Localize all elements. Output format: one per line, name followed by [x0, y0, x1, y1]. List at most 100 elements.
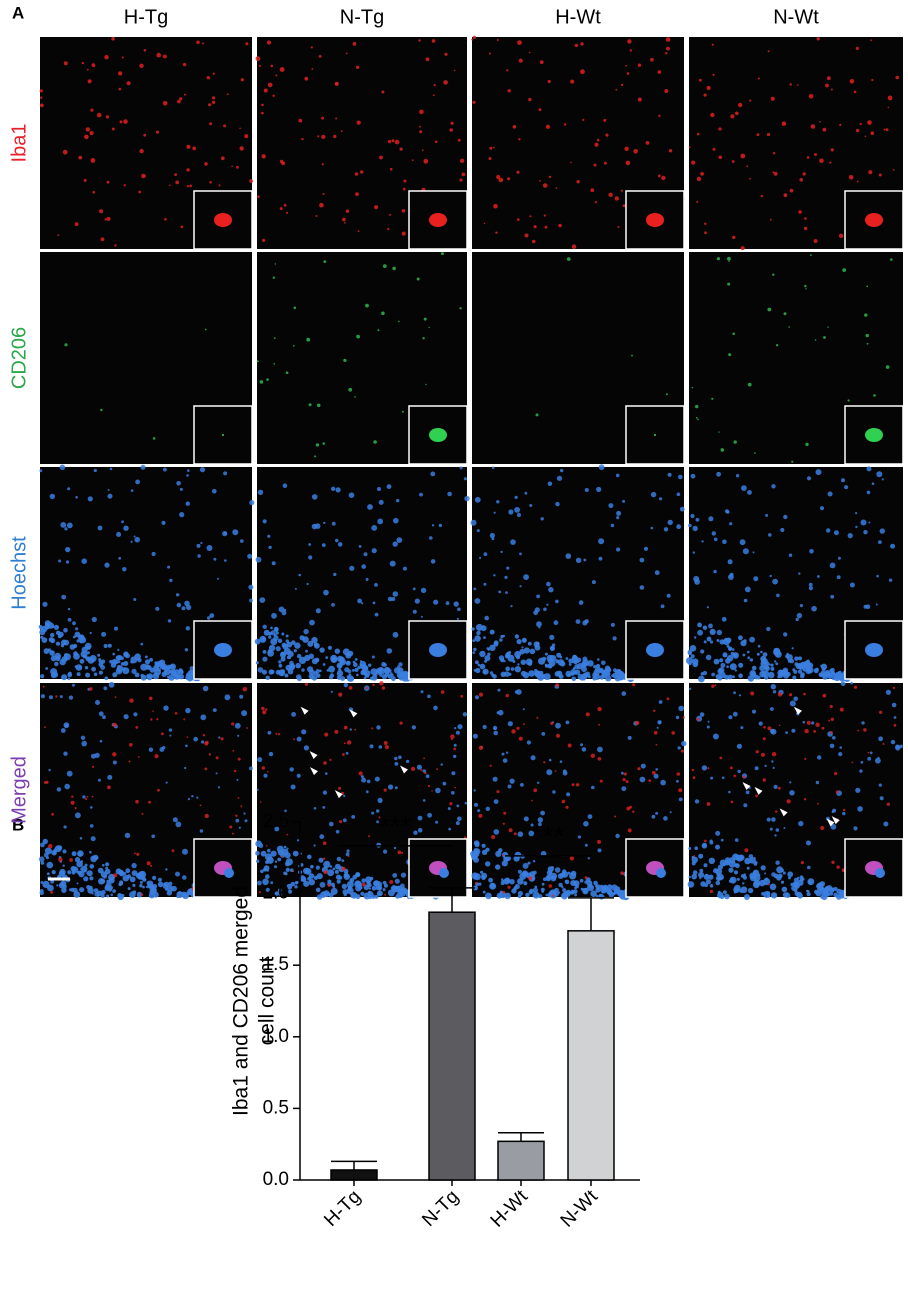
- cell-dot: [154, 661, 159, 666]
- cell-dot: [113, 873, 118, 878]
- cell-dot: [729, 663, 737, 671]
- cell-dot: [55, 641, 61, 646]
- cell-dot: [163, 54, 167, 59]
- cell-dot: [226, 93, 229, 96]
- cell-dot: [598, 723, 600, 726]
- cell-dot: [392, 873, 398, 878]
- cell-dot: [548, 175, 552, 179]
- cell-dot: [508, 651, 512, 654]
- cell-dot: [140, 642, 144, 646]
- cell-dot: [478, 692, 484, 697]
- cell-dot: [405, 759, 410, 764]
- cell-dot: [548, 758, 552, 762]
- cell-dot: [514, 666, 521, 673]
- cell-dot: [323, 589, 329, 596]
- cell-dot: [287, 889, 293, 894]
- cell-dot: [570, 161, 572, 164]
- cell-dot: [484, 615, 490, 621]
- cell-dot: [472, 35, 476, 40]
- cell-dot: [391, 139, 395, 143]
- cell-dot: [732, 332, 735, 336]
- cell-dot: [707, 720, 710, 723]
- cell-dot: [473, 647, 477, 652]
- cell-dot: [870, 39, 872, 42]
- cell-dot: [505, 751, 509, 754]
- cell-dot: [704, 839, 707, 843]
- cell-dot: [706, 725, 710, 729]
- cell-dot: [535, 413, 539, 417]
- cell-dot: [187, 676, 193, 682]
- cell-dot: [574, 43, 579, 48]
- cell-dot: [789, 700, 796, 707]
- cell-dot: [268, 751, 274, 757]
- cell-dot: [375, 667, 383, 675]
- cell-dot: [273, 626, 279, 632]
- cell-dot: [543, 214, 546, 217]
- column-header: N-Wt: [773, 6, 819, 28]
- cell-dot: [625, 160, 631, 166]
- cell-dot: [798, 656, 802, 661]
- cell-dot: [73, 635, 76, 639]
- cell-dot: [804, 284, 807, 288]
- cell-dot: [838, 233, 844, 238]
- cell-dot: [728, 715, 733, 720]
- cell-dot: [297, 676, 302, 682]
- cell-dot: [215, 772, 218, 775]
- cell-dot: [622, 204, 626, 208]
- cell-dot: [695, 417, 698, 419]
- cell-dot: [382, 264, 387, 268]
- cell-dot: [256, 859, 260, 863]
- cell-dot: [570, 880, 577, 886]
- cell-dot: [492, 674, 497, 679]
- arrowhead: [754, 786, 763, 795]
- cell-dot: [523, 574, 529, 580]
- cell-dot: [254, 638, 261, 645]
- cell-dot: [496, 790, 500, 794]
- cell-dot: [59, 695, 63, 699]
- cell-dot: [186, 185, 189, 188]
- cell-dot: [537, 817, 543, 823]
- cell-dot: [700, 649, 705, 654]
- cell-dot: [85, 672, 91, 678]
- cell-dot: [473, 789, 476, 792]
- cell-dot: [89, 824, 94, 828]
- cell-dot: [334, 729, 339, 734]
- cell-dot: [575, 783, 580, 787]
- cell-dot: [417, 828, 423, 833]
- cell-dot: [322, 193, 325, 195]
- cell-dot: [732, 652, 739, 659]
- cell-dot: [204, 328, 207, 331]
- cell-dot: [157, 788, 160, 792]
- cell-dot: [763, 878, 771, 886]
- cell-dot: [598, 538, 605, 545]
- cell-dot: [263, 88, 268, 93]
- cell-dot: [411, 725, 416, 730]
- cell-dot: [528, 670, 535, 677]
- cell-dot: [871, 78, 874, 82]
- cell-dot: [546, 603, 549, 606]
- cell-dot: [90, 836, 96, 842]
- cell-dot: [575, 619, 581, 624]
- cell-dot: [699, 712, 705, 717]
- cell-dot: [621, 771, 624, 775]
- cell-dot: [743, 894, 750, 900]
- cell-dot: [84, 666, 89, 670]
- cell-dot: [650, 57, 654, 62]
- cell-dot: [806, 666, 814, 674]
- cell-dot: [107, 488, 110, 491]
- cell-dot: [770, 728, 777, 735]
- cell-dot: [156, 52, 161, 58]
- cell-dot: [878, 540, 882, 544]
- cell-dot: [365, 303, 369, 308]
- cell-dot: [692, 776, 696, 780]
- cell-dot: [836, 865, 840, 869]
- cell-dot: [267, 649, 272, 654]
- cell-dot: [134, 852, 136, 855]
- cell-dot: [98, 658, 101, 661]
- cell-dot: [85, 797, 88, 801]
- cell-dot: [510, 667, 515, 671]
- cell-dot: [485, 892, 492, 900]
- cell-dot: [123, 652, 129, 658]
- micrograph: [255, 681, 468, 900]
- cell-dot: [541, 882, 545, 886]
